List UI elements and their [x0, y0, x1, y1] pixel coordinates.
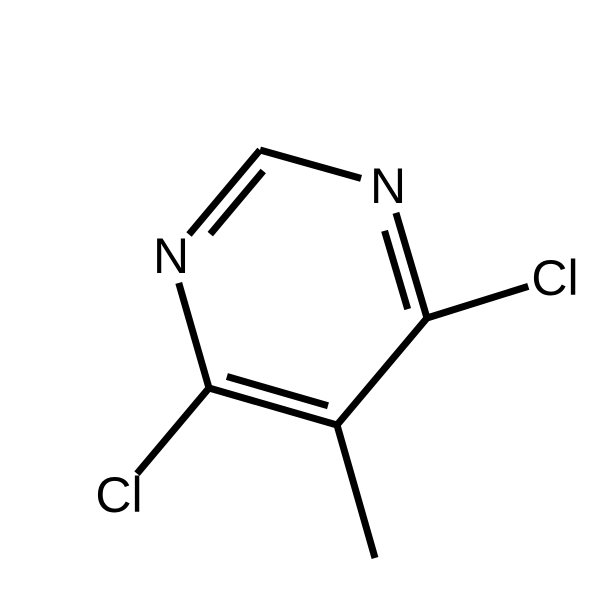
atom-label-cl: Cl	[531, 250, 578, 306]
atom-label-cl: Cl	[95, 467, 142, 523]
atom-label-n: N	[153, 228, 189, 284]
molecule-canvas: N N Cl Cl	[0, 0, 600, 600]
atom-label-n: N	[370, 158, 406, 214]
